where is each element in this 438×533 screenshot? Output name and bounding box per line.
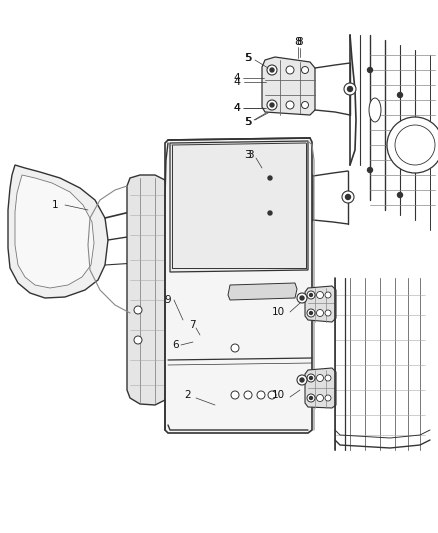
Text: 4: 4 xyxy=(233,103,240,113)
Circle shape xyxy=(310,311,312,314)
Circle shape xyxy=(347,86,353,92)
Text: 5: 5 xyxy=(245,53,251,63)
Circle shape xyxy=(297,375,307,385)
Polygon shape xyxy=(8,165,108,298)
Circle shape xyxy=(300,378,304,382)
Circle shape xyxy=(301,67,308,74)
Text: 3: 3 xyxy=(247,150,253,160)
Circle shape xyxy=(317,375,324,382)
Text: 10: 10 xyxy=(272,390,285,400)
Circle shape xyxy=(297,293,307,303)
Polygon shape xyxy=(260,165,313,225)
Circle shape xyxy=(344,83,356,95)
Circle shape xyxy=(367,167,372,173)
Circle shape xyxy=(300,296,304,300)
Circle shape xyxy=(301,101,308,109)
Circle shape xyxy=(267,100,277,110)
Polygon shape xyxy=(262,57,315,115)
Circle shape xyxy=(398,93,403,98)
Circle shape xyxy=(325,375,331,381)
Circle shape xyxy=(310,376,312,379)
Circle shape xyxy=(310,294,312,296)
Circle shape xyxy=(307,394,315,402)
Text: 4: 4 xyxy=(234,103,240,113)
Text: 1: 1 xyxy=(52,200,58,210)
Polygon shape xyxy=(127,175,168,405)
Text: 8: 8 xyxy=(294,37,301,47)
Circle shape xyxy=(284,209,292,217)
Text: 8: 8 xyxy=(297,37,303,47)
Circle shape xyxy=(284,174,292,182)
Circle shape xyxy=(346,195,350,199)
Circle shape xyxy=(307,374,315,382)
Text: 5: 5 xyxy=(245,117,251,127)
Circle shape xyxy=(317,394,324,401)
Text: 5: 5 xyxy=(244,53,251,63)
Circle shape xyxy=(286,101,294,109)
Circle shape xyxy=(310,397,312,400)
Circle shape xyxy=(325,310,331,316)
Circle shape xyxy=(398,192,403,198)
Polygon shape xyxy=(165,138,312,433)
Text: 5: 5 xyxy=(244,117,251,127)
Circle shape xyxy=(387,117,438,173)
Circle shape xyxy=(268,391,276,399)
Polygon shape xyxy=(369,98,381,122)
Circle shape xyxy=(231,344,239,352)
Circle shape xyxy=(244,391,252,399)
Circle shape xyxy=(317,310,324,317)
Circle shape xyxy=(395,125,435,165)
Text: 4: 4 xyxy=(233,77,240,87)
Circle shape xyxy=(317,292,324,298)
Circle shape xyxy=(268,176,272,180)
Circle shape xyxy=(307,291,315,299)
Circle shape xyxy=(325,395,331,401)
Circle shape xyxy=(300,209,307,216)
Circle shape xyxy=(342,191,354,203)
Circle shape xyxy=(367,68,372,72)
Circle shape xyxy=(257,391,265,399)
Text: 10: 10 xyxy=(272,307,285,317)
Polygon shape xyxy=(228,283,297,300)
Circle shape xyxy=(268,211,272,215)
Circle shape xyxy=(325,292,331,298)
Text: 6: 6 xyxy=(173,340,179,350)
Text: 7: 7 xyxy=(189,320,195,330)
Polygon shape xyxy=(305,286,336,322)
Circle shape xyxy=(300,174,307,182)
Circle shape xyxy=(267,65,277,75)
Circle shape xyxy=(231,391,239,399)
Circle shape xyxy=(134,306,142,314)
Circle shape xyxy=(134,336,142,344)
Circle shape xyxy=(270,68,274,72)
FancyBboxPatch shape xyxy=(155,318,173,348)
Circle shape xyxy=(265,208,275,218)
Text: 3: 3 xyxy=(244,150,251,160)
Polygon shape xyxy=(15,175,94,288)
Circle shape xyxy=(265,173,275,183)
Circle shape xyxy=(307,309,315,317)
Text: 9: 9 xyxy=(165,295,171,305)
Polygon shape xyxy=(170,141,308,272)
Text: 2: 2 xyxy=(185,390,191,400)
Circle shape xyxy=(270,103,274,107)
Circle shape xyxy=(286,66,294,74)
Text: 4: 4 xyxy=(234,73,240,83)
Polygon shape xyxy=(305,368,336,408)
